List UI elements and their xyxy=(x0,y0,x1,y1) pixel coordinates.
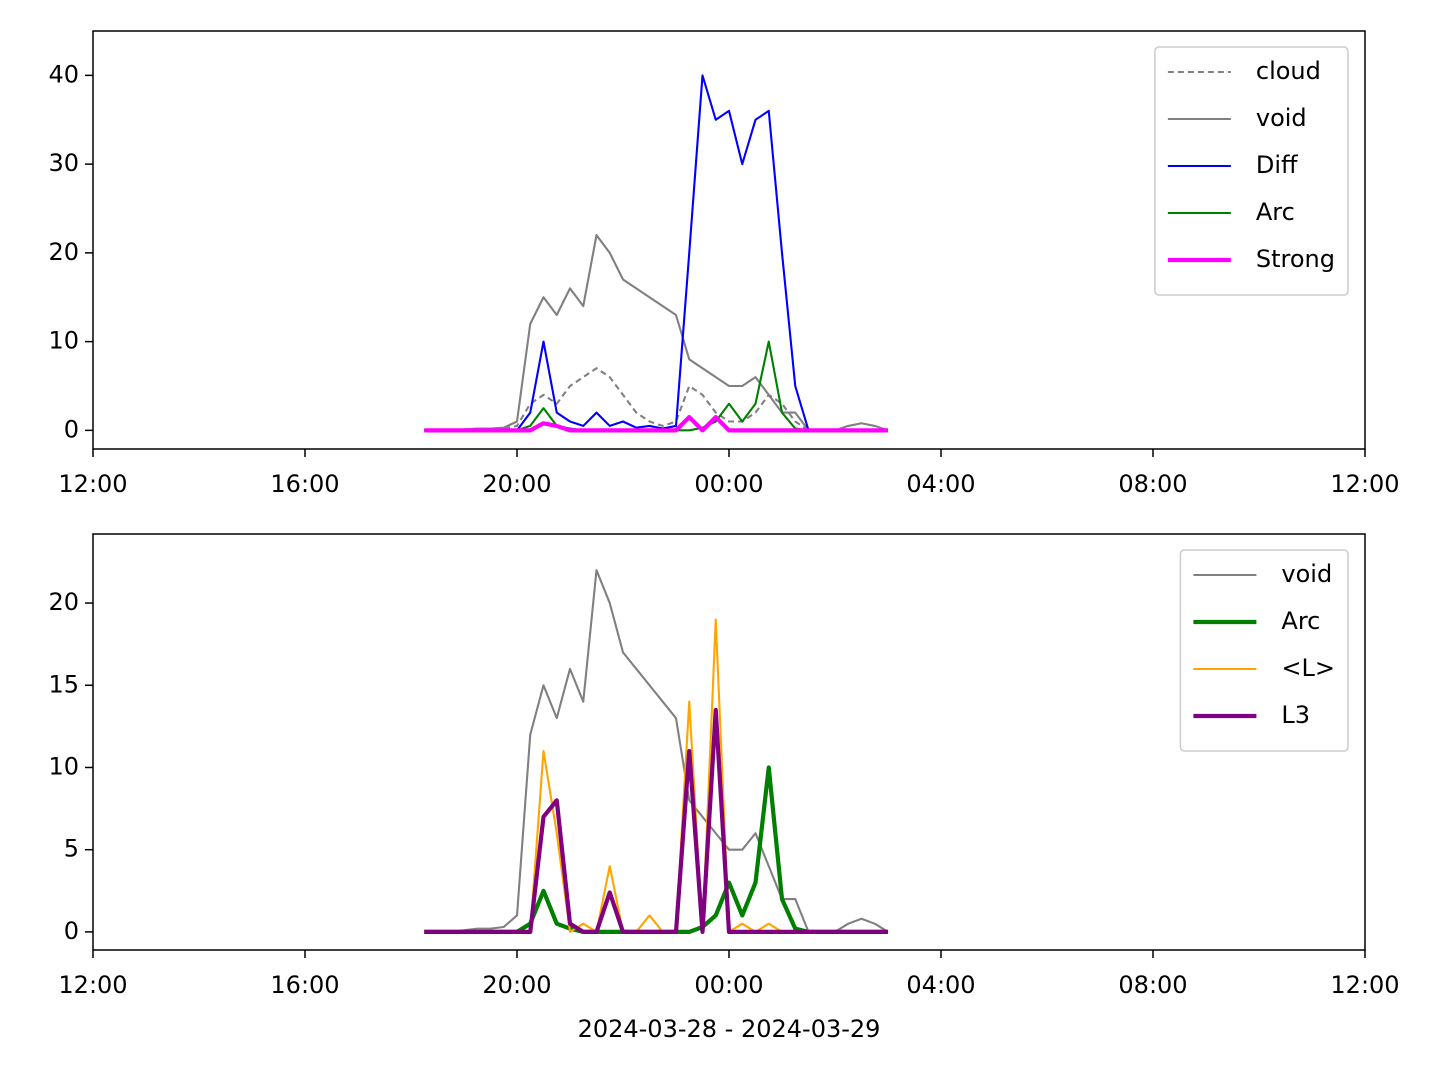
y-tick-label: 40 xyxy=(48,60,79,88)
series-line xyxy=(424,765,888,935)
legend-label: Arc xyxy=(1281,607,1320,635)
series-line xyxy=(424,340,888,432)
x-tick-label: 00:00 xyxy=(694,971,763,999)
y-tick-label: 0 xyxy=(64,917,79,945)
x-tick-label: 16:00 xyxy=(270,470,339,498)
series-line xyxy=(424,707,888,935)
legend-label: cloud xyxy=(1256,57,1321,85)
x-tick-label: 12:00 xyxy=(58,971,127,999)
legend-frame xyxy=(1179,549,1349,752)
x-tick-label: 04:00 xyxy=(906,470,975,498)
x-tick-label: 16:00 xyxy=(270,971,339,999)
x-tick-label: 04:00 xyxy=(906,971,975,999)
y-tick-label: 10 xyxy=(48,752,79,780)
x-tick-label: 12:00 xyxy=(1330,470,1399,498)
series-line xyxy=(424,367,888,432)
x-tick-label: 08:00 xyxy=(1118,470,1187,498)
x-tick-label: 00:00 xyxy=(694,470,763,498)
legend-label: void xyxy=(1256,104,1307,132)
legend-label: Diff xyxy=(1256,151,1298,179)
y-tick-label: 5 xyxy=(64,835,79,863)
y-tick-label: 30 xyxy=(48,149,79,177)
legend-label: void xyxy=(1281,560,1332,588)
y-tick-label: 20 xyxy=(48,238,79,266)
legend-label: L3 xyxy=(1281,701,1310,729)
x-tick-label: 08:00 xyxy=(1118,971,1187,999)
x-tick-label: 12:00 xyxy=(1330,971,1399,999)
series-line xyxy=(424,618,888,933)
y-tick-label: 0 xyxy=(64,415,79,443)
series-line xyxy=(424,74,888,432)
x-tick-label: 12:00 xyxy=(58,470,127,498)
x-axis-label: 2024-03-28 - 2024-03-29 xyxy=(578,1015,881,1043)
series-line xyxy=(424,414,888,433)
x-tick-label: 20:00 xyxy=(482,971,551,999)
y-tick-label: 20 xyxy=(48,588,79,616)
x-tick-label: 20:00 xyxy=(482,470,551,498)
y-tick-label: 15 xyxy=(48,670,79,698)
legend-label: Arc xyxy=(1256,198,1295,226)
y-tick-label: 10 xyxy=(48,327,79,355)
legend-frame xyxy=(1154,46,1349,296)
legend-label: Strong xyxy=(1256,245,1335,273)
series-line xyxy=(424,234,889,432)
legend-label: <L> xyxy=(1281,654,1335,682)
series-line xyxy=(424,569,889,933)
legend: void Arc <L> L3 xyxy=(1179,549,1349,752)
legend: cloud void Diff Arc Strong xyxy=(1154,46,1349,296)
